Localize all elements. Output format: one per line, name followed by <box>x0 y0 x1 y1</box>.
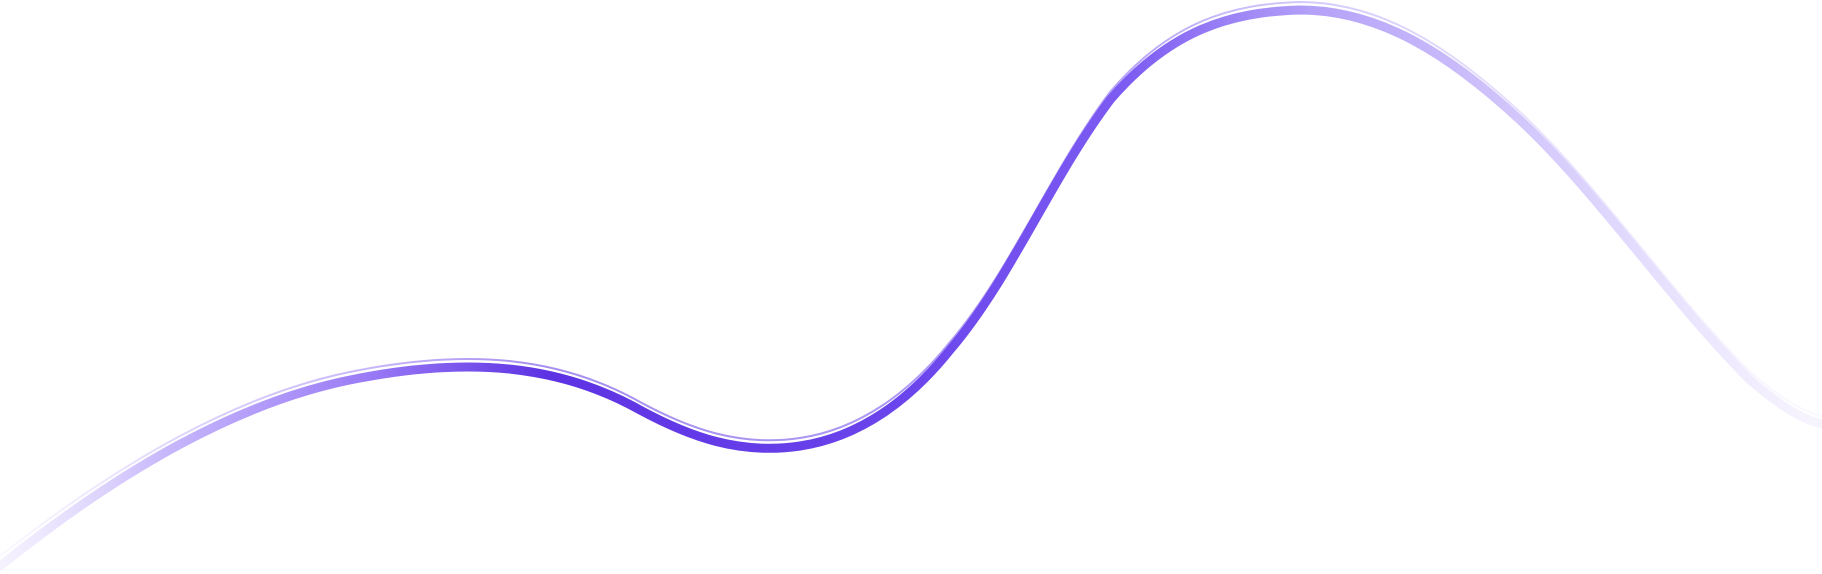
wave-line <box>0 5 1822 571</box>
wave-highlight <box>0 1 1822 557</box>
